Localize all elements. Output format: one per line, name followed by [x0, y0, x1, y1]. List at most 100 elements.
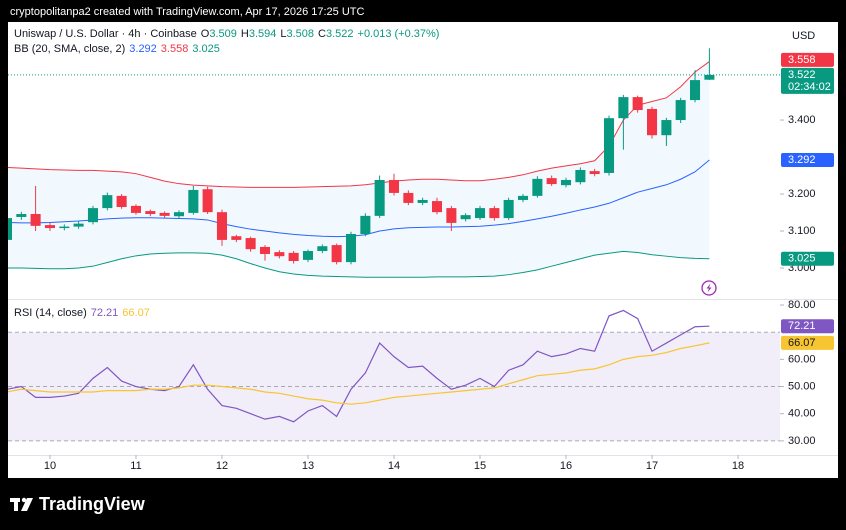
- price-legend: Uniswap / U.S. Dollar · 4h · Coinbase O3.…: [14, 27, 443, 41]
- bb-upper-tag: 3.558: [788, 54, 816, 66]
- candle-body: [517, 195, 529, 200]
- candle-body: [489, 208, 500, 219]
- rsi-legend: RSI (14, close) 72.21 66.07: [14, 306, 154, 320]
- candle-body: [431, 201, 443, 213]
- bb-basis-tag: 3.292: [788, 154, 816, 166]
- brand: TradingView: [39, 494, 146, 514]
- rsi-tag-bg: [781, 335, 834, 350]
- y-tick-label: 3.400: [788, 114, 816, 126]
- candle-body: [560, 179, 572, 186]
- indicator-value: 3.025: [192, 43, 220, 55]
- alert-icon: [701, 280, 717, 296]
- candle-body: [646, 108, 658, 136]
- ohlc-label: C: [318, 28, 326, 40]
- line: [8, 159, 710, 238]
- candle-body: [589, 171, 600, 175]
- y-tick-label: 60.00: [788, 353, 816, 365]
- line: [8, 342, 710, 405]
- ohlc-value: 3.522: [325, 28, 354, 40]
- candle-body: [446, 208, 457, 223]
- candle-body: [130, 205, 142, 213]
- rsi-tag: 66.07: [788, 337, 816, 349]
- candle-body: [8, 218, 12, 240]
- candle-body: [331, 245, 342, 263]
- bb-upper-tag-bg: [781, 52, 834, 67]
- candle-body: [116, 195, 127, 207]
- y-tick-label: 3.200: [788, 188, 816, 200]
- indicator-value: 72.21: [90, 307, 119, 319]
- header: cryptopolitanpa2 created with TradingVie…: [10, 6, 365, 18]
- candle-body: [603, 118, 615, 173]
- candle-body: [302, 251, 314, 260]
- y-tick-label: 80.00: [788, 299, 816, 311]
- candle-body: [216, 212, 228, 240]
- candle-body: [231, 236, 242, 240]
- axes: 3.4003.2003.1003.000USD3.52202:34:023.55…: [44, 30, 834, 472]
- x-tick-label: 14: [388, 460, 400, 472]
- x-tick-label: 10: [44, 460, 56, 472]
- line: [8, 309, 710, 423]
- candle-body: [632, 97, 643, 111]
- line: [8, 250, 710, 278]
- candle-body: [403, 192, 414, 203]
- candle-body: [417, 199, 428, 203]
- rsi-tag: 72.21: [788, 320, 816, 332]
- indicator-value: 3.558: [160, 43, 189, 55]
- candle-body: [360, 215, 371, 234]
- y-tick-label: 30.00: [788, 435, 816, 447]
- candle-body: [675, 100, 686, 121]
- y-tick-label: 3.100: [788, 225, 816, 237]
- candle-body: [202, 189, 213, 213]
- candle-body: [575, 169, 586, 183]
- x-tick-label: 15: [474, 460, 486, 472]
- candle-body: [288, 252, 299, 262]
- candle-body: [44, 225, 55, 229]
- rsi-pane: [8, 309, 780, 442]
- currency: USD: [792, 30, 815, 42]
- candle-body: [661, 120, 672, 136]
- x-tick-label: 12: [216, 460, 228, 472]
- ohlc-label: H: [240, 28, 249, 40]
- candle-body: [245, 238, 256, 250]
- candle-body: [546, 178, 557, 185]
- candle-body: [274, 252, 285, 257]
- x-tick-label: 13: [302, 460, 314, 472]
- x-tick-label: 18: [732, 460, 744, 472]
- countdown: 02:34:02: [788, 81, 831, 93]
- last-price-tag-bg: [781, 67, 834, 94]
- change: +0.013 (+0.37%): [357, 28, 440, 40]
- rsi-tag-bg: [781, 319, 834, 334]
- x-tick-label: 17: [646, 460, 658, 472]
- candle-body: [704, 74, 715, 80]
- candle-body: [73, 223, 84, 227]
- candle-body: [188, 189, 199, 213]
- ohlc-value: 3.508: [286, 28, 315, 40]
- symbol-title: Uniswap / U.S. Dollar · 4h · Coinbase: [14, 28, 197, 40]
- bb-legend: BB (20, SMA, close, 2) 3.292 3.558 3.025: [14, 42, 224, 56]
- candle-body: [159, 212, 170, 216]
- candle-body: [317, 246, 328, 252]
- bb-fill: [8, 61, 710, 278]
- x-tick-label: 11: [130, 460, 141, 472]
- x-tick-label: 16: [560, 460, 572, 472]
- candle-body: [689, 80, 701, 101]
- indicator-value: 3.292: [129, 43, 157, 55]
- price-pane: [8, 48, 780, 278]
- candle-body: [388, 179, 400, 193]
- candle-body: [460, 215, 471, 220]
- candle-body: [173, 212, 185, 217]
- ohlc-value: 3.509: [209, 28, 237, 40]
- bb-basis-tag-bg: [781, 153, 834, 167]
- bb-lower-tag: 3.025: [788, 253, 816, 265]
- indicator-value: 66.07: [122, 307, 150, 319]
- candle-body: [145, 211, 156, 215]
- ohlc-label: O: [200, 28, 210, 40]
- candle-body: [87, 208, 99, 223]
- candle-body: [618, 97, 629, 119]
- candle-body: [503, 199, 514, 219]
- candle-body: [374, 179, 385, 216]
- brand-logo: [10, 497, 33, 511]
- candle-body: [59, 226, 70, 229]
